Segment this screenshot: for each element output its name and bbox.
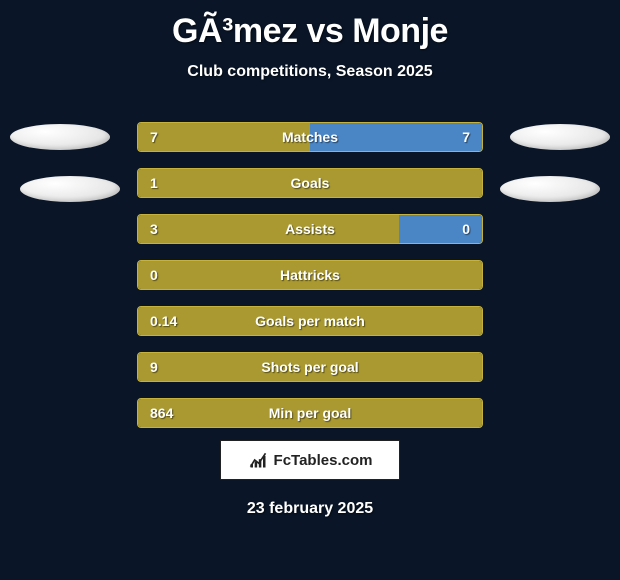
stat-rows: 7 Matches 7 1 Goals 3 Assists 0 0 Hattricks 0.14 Go… bbox=[137, 122, 483, 444]
stat-row: 1 Goals bbox=[137, 168, 483, 198]
date-text: 23 february 2025 bbox=[247, 500, 373, 518]
chart-icon bbox=[248, 450, 268, 470]
page-subtitle: Club competitions, Season 2025 bbox=[0, 63, 620, 81]
stat-row: 9 Shots per goal bbox=[137, 352, 483, 382]
stat-metric-label: Goals bbox=[291, 175, 330, 191]
brand-text: FcTables.com bbox=[274, 452, 373, 469]
stat-value-left: 1 bbox=[150, 175, 158, 191]
stat-metric-label: Min per goal bbox=[269, 405, 351, 421]
stat-fill-left bbox=[138, 215, 399, 243]
stat-value-left: 0.14 bbox=[150, 313, 177, 329]
stat-row: 0 Hattricks bbox=[137, 260, 483, 290]
stat-row: 7 Matches 7 bbox=[137, 122, 483, 152]
stat-value-right: 7 bbox=[462, 129, 470, 145]
player2-icon-a bbox=[510, 124, 610, 150]
page-title: GÃ³mez vs Monje bbox=[0, 0, 620, 51]
stat-value-left: 7 bbox=[150, 129, 158, 145]
stat-value-right: 0 bbox=[462, 221, 470, 237]
stat-metric-label: Assists bbox=[285, 221, 335, 237]
stat-value-left: 9 bbox=[150, 359, 158, 375]
stat-metric-label: Hattricks bbox=[280, 267, 340, 283]
stat-row: 864 Min per goal bbox=[137, 398, 483, 428]
stat-row: 3 Assists 0 bbox=[137, 214, 483, 244]
stat-value-left: 3 bbox=[150, 221, 158, 237]
stat-metric-label: Shots per goal bbox=[261, 359, 358, 375]
player1-icon-b bbox=[20, 176, 120, 202]
stat-value-left: 864 bbox=[150, 405, 173, 421]
stat-metric-label: Goals per match bbox=[255, 313, 365, 329]
player2-icon-b bbox=[500, 176, 600, 202]
stat-row: 0.14 Goals per match bbox=[137, 306, 483, 336]
stat-value-left: 0 bbox=[150, 267, 158, 283]
stat-metric-label: Matches bbox=[282, 129, 338, 145]
brand-badge: FcTables.com bbox=[220, 440, 400, 480]
player1-icon-a bbox=[10, 124, 110, 150]
